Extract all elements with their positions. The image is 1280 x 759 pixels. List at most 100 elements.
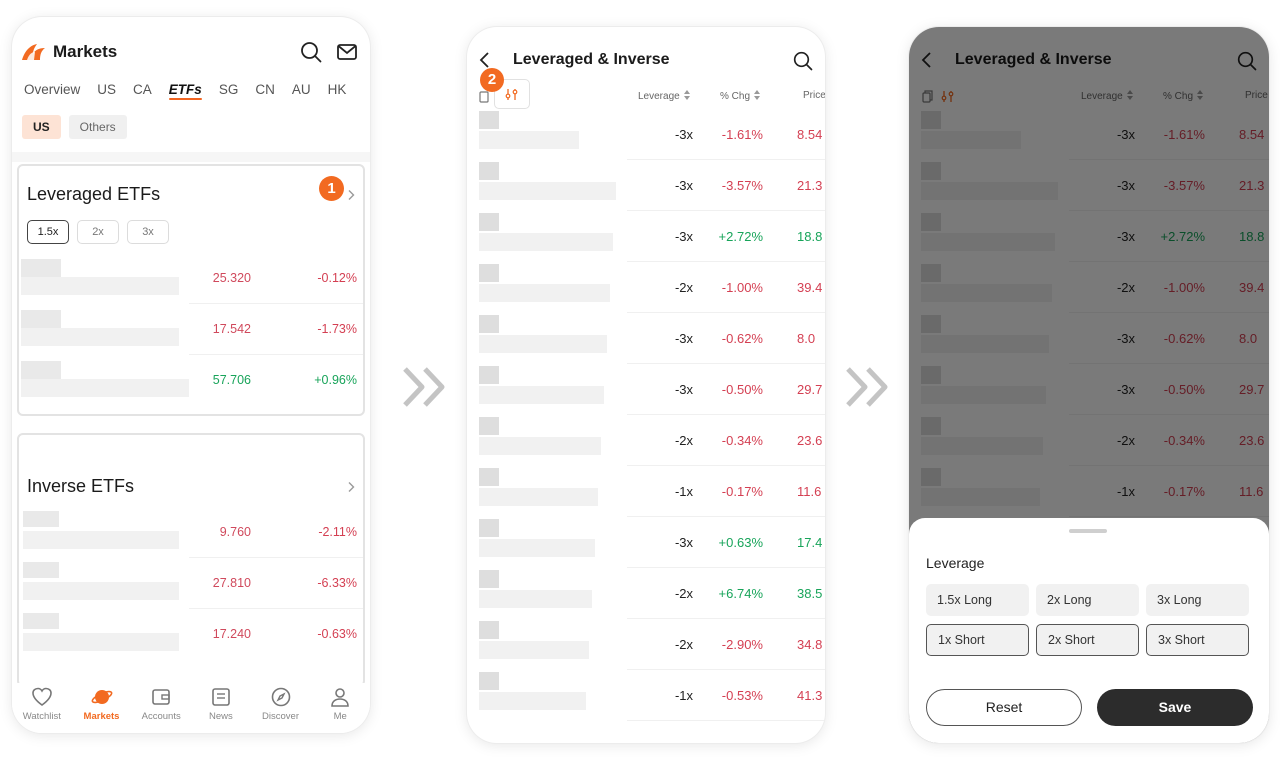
blurred-name <box>479 641 589 659</box>
option-2x-short[interactable]: 2x Short <box>1036 624 1139 656</box>
row-leverage: -3x <box>674 331 693 346</box>
row-leverage: -3x <box>674 535 693 550</box>
nav-label: News <box>208 711 233 722</box>
row-pct-change: -0.53% <box>721 688 763 703</box>
markets-header: Markets <box>12 17 370 87</box>
etf-row[interactable]: -2x -1.00% 39.4 <box>467 262 825 313</box>
blurred-ticker <box>479 672 499 690</box>
option-3x-long[interactable]: 3x Long <box>1146 584 1249 616</box>
row-leverage: -1x <box>674 688 693 703</box>
blurred-name <box>479 335 607 353</box>
wallet-icon <box>152 689 170 705</box>
row-price: 8.0 <box>797 331 816 346</box>
etf-row[interactable]: -3x -0.62% 8.0 <box>467 313 825 364</box>
blurred-name <box>479 233 613 251</box>
row-leverage: -3x <box>674 127 693 142</box>
col-price[interactable]: Price <box>803 90 825 101</box>
tab-cn[interactable]: CN <box>255 82 275 97</box>
leveraged-inverse-screen: Leveraged & Inverse 2 Leverage % Chg Pri… <box>467 27 825 743</box>
etf-row[interactable]: 9.760 -2.11% <box>19 507 363 558</box>
etf-row[interactable]: -2x -2.90% 34.8 <box>467 619 825 670</box>
tab-ca[interactable]: CA <box>133 82 152 97</box>
nav-watchlist[interactable]: Watchlist <box>12 683 72 733</box>
etf-row[interactable]: 17.542 -1.73% <box>19 304 363 355</box>
nav-markets[interactable]: Markets <box>72 683 132 733</box>
blurred-name <box>21 379 189 397</box>
blurred-ticker <box>479 468 499 486</box>
inverse-etfs-card[interactable]: Inverse ETFs 9.760 -2.11% 27.810 -6.33% … <box>17 433 365 687</box>
etf-row[interactable]: -3x +0.63% 17.4 <box>467 517 825 568</box>
row-change: -1.73% <box>317 322 357 336</box>
tab-sg[interactable]: SG <box>218 82 239 97</box>
back-icon[interactable] <box>478 51 490 69</box>
option-2x-long[interactable]: 2x Long <box>1036 584 1139 616</box>
option-1x-short[interactable]: 1x Short <box>926 624 1029 656</box>
blurred-name <box>479 386 604 404</box>
etf-row[interactable]: 25.320 -0.12% <box>19 253 363 304</box>
person-icon <box>331 688 349 707</box>
tab-overview[interactable]: Overview <box>24 82 81 97</box>
blurred-ticker <box>479 417 499 435</box>
leverage-filter-sheet: Leverage 1.5x Long 2x Long 3x Long 1x Sh… <box>909 518 1269 743</box>
mail-icon[interactable] <box>336 41 358 63</box>
tab-au[interactable]: AU <box>291 82 311 97</box>
nav-discover[interactable]: Discover <box>251 683 311 733</box>
nav-news[interactable]: News <box>191 683 251 733</box>
search-icon[interactable] <box>793 51 813 71</box>
leveraged-etfs-card[interactable]: Leveraged ETFs 1 1.5x 2x 3x 25.320 -0.12… <box>17 164 365 416</box>
etf-row[interactable]: -1x -0.53% 41.3 <box>467 670 825 721</box>
chip-others[interactable]: Others <box>68 115 127 139</box>
double-chevron-right-icon <box>846 367 888 407</box>
etf-row[interactable]: 57.706 +0.96% <box>19 355 363 406</box>
blurred-ticker <box>479 213 499 231</box>
row-price: 25.320 <box>212 271 251 285</box>
filter-icon <box>505 89 518 100</box>
chip-3x[interactable]: 3x <box>127 220 169 244</box>
blurred-name <box>479 131 579 149</box>
etf-row[interactable]: -2x +6.74% 38.5 <box>467 568 825 619</box>
row-price: 21.3 <box>797 178 823 193</box>
row-pct-change: -0.17% <box>721 484 763 499</box>
etf-row[interactable]: 27.810 -6.33% <box>19 558 363 609</box>
reset-button[interactable]: Reset <box>926 689 1082 726</box>
markets-screen: Markets Overview US CA ETFs SG CN AU HK … <box>12 17 370 733</box>
nav-accounts[interactable]: Accounts <box>131 683 191 733</box>
row-change: -0.63% <box>317 627 357 641</box>
tab-hk[interactable]: HK <box>327 82 347 97</box>
sheet-handle[interactable] <box>1069 529 1107 533</box>
chevron-right-icon[interactable] <box>347 481 355 493</box>
etf-row[interactable]: -2x -0.34% 23.6 <box>467 415 825 466</box>
option-1-5x-long[interactable]: 1.5x Long <box>926 584 1029 616</box>
nav-me[interactable]: Me <box>310 683 370 733</box>
etf-row[interactable]: -3x -1.61% 8.54 <box>467 109 825 160</box>
chip-2x[interactable]: 2x <box>77 220 119 244</box>
chip-us[interactable]: US <box>22 115 61 139</box>
etf-row[interactable]: -3x +2.72% 18.8 <box>467 211 825 262</box>
row-leverage: -1x <box>674 484 693 499</box>
row-pct-change: -3.57% <box>721 178 763 193</box>
blurred-name <box>479 488 598 506</box>
tab-us[interactable]: US <box>97 82 117 97</box>
option-3x-short[interactable]: 3x Short <box>1146 624 1249 656</box>
market-tabs: Overview US CA ETFs SG CN AU HK <box>24 82 363 100</box>
row-price: 8.54 <box>797 127 823 142</box>
etf-row[interactable]: -3x -0.50% 29.7 <box>467 364 825 415</box>
col-pct-chg[interactable]: % Chg <box>720 90 761 102</box>
sort-icon <box>754 90 761 100</box>
tab-etfs[interactable]: ETFs <box>168 82 202 100</box>
save-button[interactable]: Save <box>1097 689 1253 726</box>
etf-row[interactable]: -3x -3.57% 21.3 <box>467 160 825 211</box>
copy-icon[interactable] <box>479 91 489 103</box>
blurred-name <box>479 590 592 608</box>
blurred-ticker <box>21 310 61 328</box>
row-pct-change: +0.63% <box>718 535 763 550</box>
etf-row[interactable]: -1x -0.17% 11.6 <box>467 466 825 517</box>
row-pct-change: -0.50% <box>721 382 763 397</box>
etf-row[interactable]: 17.240 -0.63% <box>19 609 363 660</box>
search-icon[interactable] <box>300 41 322 63</box>
col-leverage[interactable]: Leverage <box>638 90 690 102</box>
chip-1-5x[interactable]: 1.5x <box>27 220 69 244</box>
blurred-name <box>21 328 179 346</box>
chevron-right-icon[interactable] <box>347 189 355 201</box>
blurred-name <box>479 539 595 557</box>
